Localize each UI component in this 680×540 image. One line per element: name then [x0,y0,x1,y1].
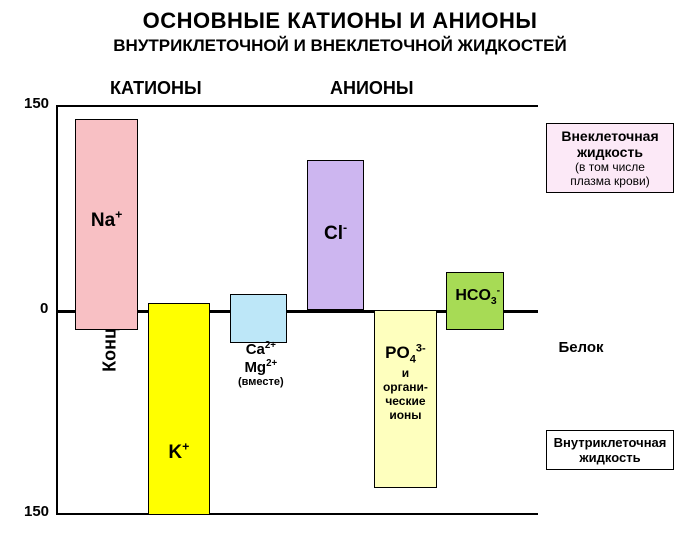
legend-ec-l1: Внеклеточная [551,128,669,144]
bottom-gridline [56,513,538,515]
legend-ec-l2: жидкость [551,144,669,160]
tick-bottom: 150 [24,503,49,520]
bar-ca_mg [230,294,288,343]
cations-label: КАТИОНЫ [110,78,202,99]
top-gridline [56,105,538,107]
legend-extracellular: Внеклеточная жидкость (в том числе плазм… [546,123,674,193]
bar-label-po4: PO43-иоргани-ческиеионы [360,343,452,422]
bar-label-k: K+ [143,440,215,464]
chart-area: 150 0 150 Na+K+Ca2+Mg2+(вместе)Cl-PO43-и… [56,105,538,515]
bar-label-hco3: HCO3- [442,285,514,307]
tick-top: 150 [24,95,49,112]
legend-ec-l4: плазма крови) [551,174,669,188]
legend-ic-l2: жидкость [551,450,669,465]
legend-intracellular: Внутриклеточная жидкость [546,430,674,470]
tick-zero: 0 [40,300,48,317]
page-title: ОСНОВНЫЕ КАТИОНЫ И АНИОНЫ [0,0,680,34]
legend-protein-text: Белок [550,339,612,356]
legend-ic-l1: Внутриклеточная [551,435,669,450]
bar-k [148,303,211,515]
legend-ec-l3: (в том числе [551,160,669,174]
bar-label-ca_mg: Ca2+Mg2+(вместе) [220,340,302,388]
page-subtitle: ВНУТРИКЛЕТОЧНОЙ И ВНЕКЛЕТОЧНОЙ ЖИДКОСТЕЙ [0,34,680,56]
bar-label-cl: Cl- [302,221,369,245]
anions-label: АНИОНЫ [330,78,414,99]
legend-protein: Белок [546,335,616,360]
bar-label-na: Na+ [70,208,142,232]
